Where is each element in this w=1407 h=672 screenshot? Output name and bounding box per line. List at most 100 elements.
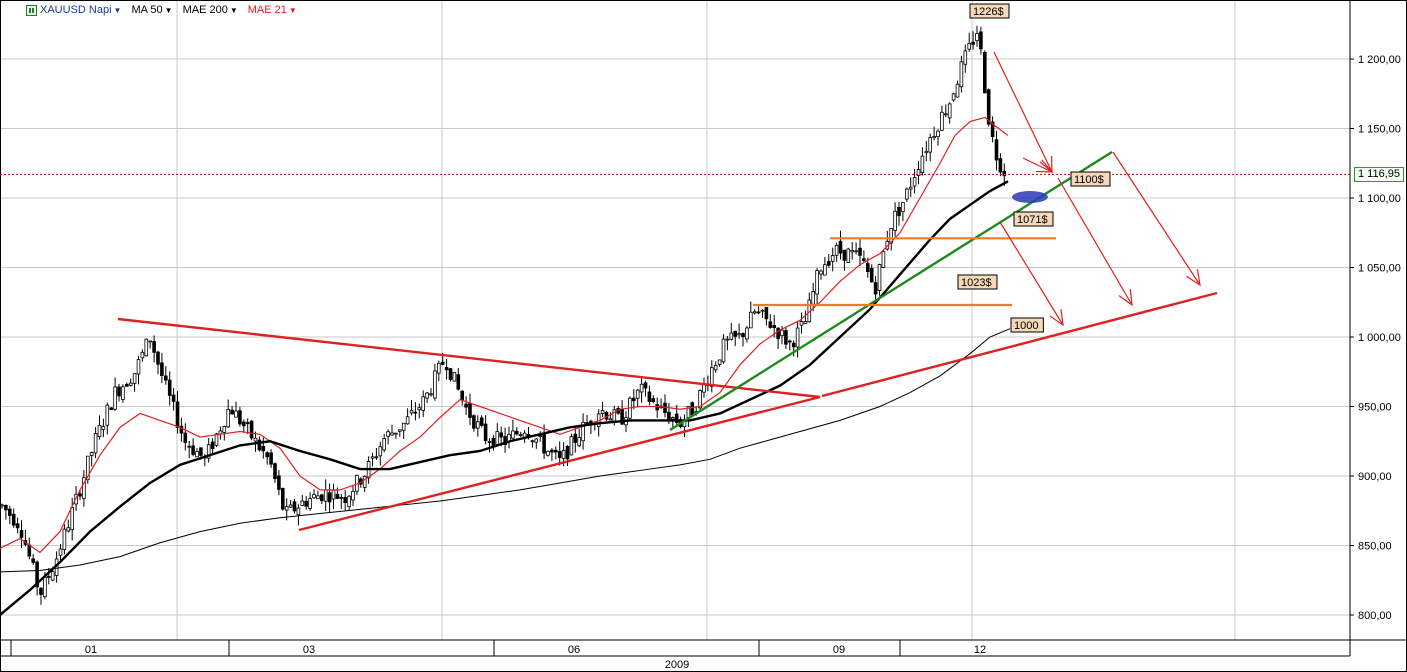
candle-body xyxy=(784,330,788,345)
forecast-arrow-down-2-head xyxy=(1118,289,1133,307)
candle-body xyxy=(230,409,234,415)
forecast-arrow-down-4 xyxy=(999,221,1064,326)
candle-body xyxy=(846,248,851,263)
candle-body xyxy=(433,370,437,399)
mae200-line xyxy=(0,328,1011,573)
candle-body xyxy=(413,411,418,414)
candle-body xyxy=(39,587,43,595)
candle-body xyxy=(530,440,535,443)
candle-body xyxy=(963,50,968,65)
x-year-label: 2009 xyxy=(665,659,689,671)
candle-body xyxy=(148,340,153,343)
candle-body xyxy=(296,507,301,516)
candle-body xyxy=(117,386,121,397)
candle-body xyxy=(944,113,948,116)
candle-body xyxy=(717,359,722,365)
y-tick-label: 1 050,00 xyxy=(1358,263,1401,275)
candle-body xyxy=(421,396,425,411)
candle-body xyxy=(733,330,737,337)
candle-body xyxy=(390,432,394,436)
candle-body xyxy=(284,506,289,511)
candle-body xyxy=(990,121,995,138)
y-tick-label: 1 100,00 xyxy=(1358,193,1401,205)
candle-body xyxy=(234,410,238,418)
candle-body xyxy=(483,423,488,442)
candle-body xyxy=(319,494,324,502)
candle-body xyxy=(803,321,808,325)
chevron-down-icon: ▼ xyxy=(229,5,238,15)
candle-body xyxy=(362,476,367,488)
candle-body xyxy=(901,202,905,213)
annotation-peak: 1226$ xyxy=(973,6,1004,18)
forecast-arrow-connector-head xyxy=(1035,159,1054,173)
candle-body xyxy=(912,177,917,187)
candle-body xyxy=(780,329,784,337)
candle-body xyxy=(343,497,347,503)
candle-body xyxy=(105,404,110,426)
candle-body xyxy=(214,433,219,446)
candle-body xyxy=(464,403,468,408)
candle-body xyxy=(869,267,874,283)
candle-body xyxy=(47,576,51,578)
candle-body xyxy=(253,437,258,442)
candle-body xyxy=(62,528,67,550)
candle-body xyxy=(546,450,550,456)
candle-body xyxy=(280,488,285,510)
candle-body xyxy=(378,446,383,457)
candle-body xyxy=(27,544,32,557)
candle-body xyxy=(101,426,106,430)
candle-body xyxy=(436,362,441,374)
ma50-line xyxy=(0,180,1009,616)
forecast-arrow-down-4-head xyxy=(1049,309,1064,327)
candle-body xyxy=(304,500,308,507)
candle-body xyxy=(788,340,792,343)
candle-body xyxy=(405,416,410,425)
annotation-1071-box xyxy=(1013,211,1054,227)
candle-body xyxy=(971,41,975,45)
candle-body xyxy=(351,491,355,501)
chevron-down-icon: ▼ xyxy=(113,5,122,15)
candle-body xyxy=(577,437,581,447)
candle-body xyxy=(862,258,866,261)
annotation-1023-box xyxy=(957,274,998,290)
candle-body xyxy=(327,492,332,503)
candle-body xyxy=(511,430,515,439)
mae21-selector[interactable]: MAE 21 ▼ xyxy=(248,4,297,16)
candle-body xyxy=(35,561,39,588)
ma50-selector[interactable]: MA 50 ▼ xyxy=(131,4,172,16)
y-tick-label: 850,00 xyxy=(1358,541,1392,553)
symbol-selector[interactable]: XAUUSD Napi ▼ xyxy=(26,4,121,16)
candle-body xyxy=(538,435,542,438)
candle-body xyxy=(897,206,901,217)
candle-body xyxy=(70,507,75,531)
candle-body xyxy=(144,338,149,357)
x-tick-label: 03 xyxy=(303,644,315,656)
annotation-1100-box xyxy=(1070,171,1111,187)
forecast-arrow-down-2 xyxy=(1057,177,1133,306)
candle-body xyxy=(456,374,461,390)
candle-body xyxy=(113,386,117,410)
candle-body xyxy=(690,402,695,416)
candle-body xyxy=(842,249,847,261)
y-tick-label: 1 000,00 xyxy=(1358,332,1401,344)
candle-body xyxy=(125,383,129,387)
candle-body xyxy=(776,327,780,340)
candle-body xyxy=(916,169,921,176)
candle-body xyxy=(241,421,246,427)
candle-body xyxy=(417,407,422,411)
candle-body xyxy=(936,130,940,137)
candle-body xyxy=(752,311,757,314)
mae200-selector[interactable]: MAE 200 ▼ xyxy=(183,4,238,16)
symbol-label: XAUUSD Napi xyxy=(40,4,112,16)
candle-body xyxy=(928,137,932,153)
candle-body xyxy=(210,441,215,450)
candle-body xyxy=(932,136,936,139)
marker-blob xyxy=(1012,191,1048,203)
candle-body xyxy=(737,333,741,336)
candle-body xyxy=(799,321,804,326)
candle-body xyxy=(195,451,199,458)
candle-body xyxy=(156,351,160,365)
candle-body xyxy=(518,434,523,436)
candle-body xyxy=(199,447,203,456)
